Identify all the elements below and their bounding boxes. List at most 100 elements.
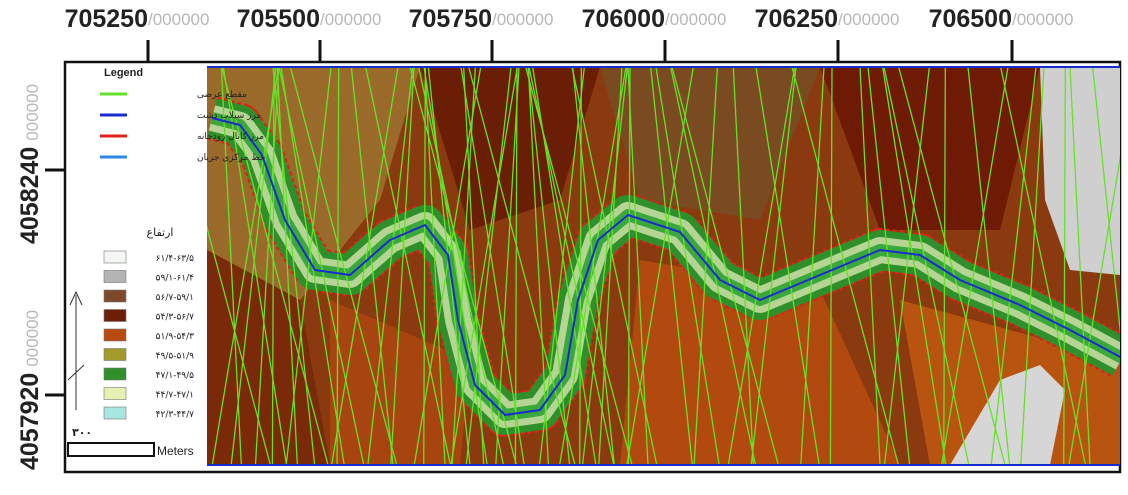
river-centerline	[211, 117, 1120, 416]
cross-section	[867, 67, 911, 465]
cross-section	[898, 67, 1006, 465]
class-label: ۴۹/۵-۵۱/۹	[156, 352, 194, 362]
cross-section	[527, 67, 571, 465]
cross-section	[755, 67, 820, 465]
cross-section	[883, 67, 930, 465]
x-label: 706500	[929, 5, 1012, 33]
scale-bar	[67, 442, 155, 457]
cross-section	[732, 67, 754, 465]
cross-section	[627, 67, 649, 465]
x-label-main: 705750	[409, 5, 492, 33]
cross-section	[289, 67, 398, 465]
x-label-main: 706500	[929, 5, 1012, 33]
x-label-suffix: /000000	[320, 10, 381, 29]
cross-section	[222, 67, 288, 465]
x-label-main: 705250	[65, 5, 148, 33]
cross-section	[514, 67, 518, 465]
cross-section	[598, 67, 623, 465]
north-arrow	[67, 290, 85, 410]
cross-section	[413, 67, 482, 465]
class-swatch	[103, 367, 127, 381]
cross-section	[791, 67, 900, 465]
class-swatch	[103, 387, 127, 400]
cross-section	[883, 67, 970, 465]
cross-section	[626, 67, 694, 465]
scale-unit: Meters	[157, 444, 194, 458]
cross-section	[450, 67, 518, 465]
centerline	[211, 117, 1120, 416]
class-swatch	[103, 309, 127, 322]
cross-section	[350, 67, 394, 465]
y-label: 4057920 000000	[16, 310, 44, 470]
cross-section	[390, 67, 415, 465]
class-swatch	[103, 406, 127, 420]
cross-section	[468, 67, 576, 465]
cross-section	[655, 67, 720, 465]
cross-section	[967, 67, 1011, 465]
x-label-suffix: /000000	[492, 10, 553, 29]
cross-section	[727, 67, 796, 465]
cross-section	[423, 67, 488, 465]
cross-section	[1069, 67, 1091, 465]
class-swatch	[103, 348, 127, 361]
x-label: 706250	[755, 5, 838, 33]
cross-section	[211, 67, 280, 465]
cross-section	[1020, 67, 1045, 465]
cross-section	[581, 67, 628, 465]
cross-section	[940, 67, 1009, 465]
cross-section	[1068, 154, 1120, 465]
legend-label: مرز سیلاب دشت	[197, 111, 262, 121]
cross-section	[829, 67, 833, 465]
cross-section	[671, 67, 780, 465]
x-label-main: 706250	[755, 5, 838, 33]
cross-section	[525, 67, 633, 465]
cross-section	[271, 67, 275, 465]
cross-section	[627, 67, 631, 465]
cross-sections	[207, 67, 1120, 465]
cross-section	[330, 67, 399, 465]
cross-section	[943, 67, 946, 465]
class-label: ۵۶/۷-۵۹/۱	[156, 293, 194, 303]
cross-section	[750, 67, 797, 465]
legend-title: Legend	[104, 67, 143, 79]
x-label: 705250	[65, 5, 148, 33]
cross-section	[285, 67, 332, 465]
x-label: 705750	[409, 5, 492, 33]
cross-section	[579, 67, 582, 465]
cross-section	[365, 67, 452, 465]
cross-section	[571, 67, 658, 465]
class-swatch	[103, 250, 127, 264]
class-swatch	[103, 289, 127, 303]
class-label: ۴۴/۷-۴۷/۱	[156, 391, 194, 401]
cross-section	[495, 67, 520, 465]
cross-section	[409, 67, 518, 465]
class-label: ۵۱/۹-۵۴/۳	[156, 332, 194, 342]
cross-section	[272, 67, 316, 465]
x-label-main: 706000	[582, 5, 665, 33]
y-label-main: 4058240	[16, 147, 44, 244]
cross-section	[1000, 67, 1087, 465]
cross-section	[882, 67, 947, 465]
cross-section	[670, 67, 757, 465]
class-label: ۶۱/۴-۶۳/۵	[156, 254, 194, 264]
scale-value: ۳۰۰	[72, 427, 92, 439]
cross-section	[1092, 67, 1120, 335]
cross-section	[254, 67, 280, 465]
cross-section	[527, 67, 549, 465]
y-label-suffix: 000000	[23, 310, 42, 367]
cross-section	[278, 67, 365, 465]
class-swatch	[103, 270, 127, 283]
cross-section	[693, 67, 718, 465]
class-swatch	[103, 328, 127, 342]
x-label: 706000	[582, 5, 665, 33]
legend-label: مرز کانال رودخانه	[197, 132, 264, 142]
x-label-suffix: /000000	[1012, 10, 1073, 29]
cross-section	[465, 67, 512, 465]
class-label: ۴۷/۱-۴۹/۵	[156, 371, 194, 381]
legend-label: خط مرکزی جریان	[197, 153, 265, 163]
cross-section	[221, 67, 329, 465]
legend-label: مقطع عرضی	[197, 90, 247, 100]
class-label: ۵۴/۳-۵۶/۷	[156, 313, 194, 323]
y-label-suffix: 000000	[23, 84, 42, 141]
